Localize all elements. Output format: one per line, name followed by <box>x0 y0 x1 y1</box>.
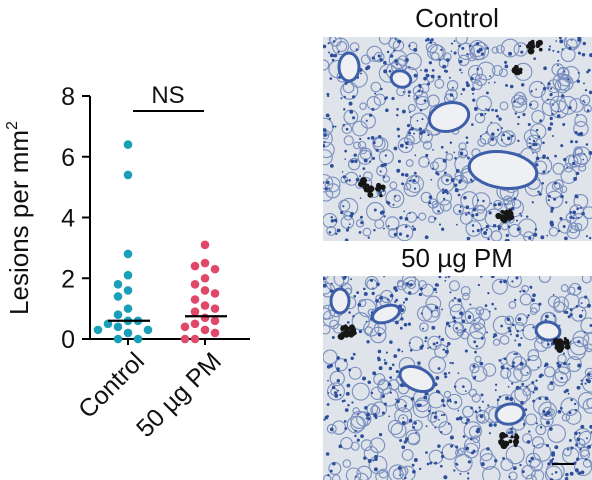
airway-lumen <box>534 320 562 342</box>
airway-lumen <box>467 150 539 190</box>
y-tick-label: 6 <box>61 144 75 172</box>
data-point <box>180 322 190 332</box>
chart-marks <box>93 140 227 344</box>
micrograph-control <box>323 37 592 241</box>
y-tick-label: 2 <box>61 265 75 293</box>
airway-lumen <box>371 303 401 325</box>
data-point <box>123 270 133 280</box>
pigment-deposit <box>525 39 543 55</box>
significance-label: NS <box>151 82 184 109</box>
data-point <box>113 322 123 332</box>
cell-nuclei <box>323 37 592 241</box>
data-point <box>190 295 200 304</box>
airway-lumen <box>337 51 361 83</box>
data-point <box>210 328 220 338</box>
pigment-deposit <box>358 177 386 198</box>
y-tick-label: 0 <box>61 326 75 354</box>
data-point <box>200 273 210 283</box>
data-point <box>210 304 220 313</box>
pigment-deposit <box>511 64 523 76</box>
data-point <box>190 319 200 329</box>
data-point <box>123 304 133 313</box>
airway-lumen <box>494 402 526 426</box>
airway-lumen <box>389 69 413 89</box>
micrograph-pm <box>323 276 592 480</box>
data-point <box>210 289 220 298</box>
pigment-deposit <box>498 432 520 450</box>
airway-lumen <box>427 101 471 133</box>
data-point <box>93 325 103 335</box>
pigment-deposit <box>495 208 515 224</box>
data-point <box>113 334 123 344</box>
data-point <box>123 286 133 295</box>
airway-lumen <box>398 364 436 394</box>
y-tick-label: 8 <box>61 83 75 111</box>
data-point <box>133 334 143 344</box>
data-point <box>180 334 190 344</box>
data-point <box>123 140 133 149</box>
pigment-deposit <box>337 324 357 340</box>
x-tick-label: 50 µg PM <box>131 347 227 443</box>
data-point <box>123 328 133 338</box>
data-point <box>200 258 210 268</box>
data-point <box>190 261 200 271</box>
data-point <box>210 316 220 326</box>
data-point <box>143 325 153 335</box>
data-point <box>190 334 200 344</box>
cell-nuclei <box>323 276 592 480</box>
y-tick-label: 4 <box>61 205 75 233</box>
data-point <box>200 325 210 335</box>
data-point <box>123 170 133 180</box>
data-point <box>113 292 123 301</box>
micrograph-title-pm: 50 µg PM <box>401 243 513 273</box>
data-point <box>113 310 123 320</box>
data-point <box>210 264 220 274</box>
data-point <box>190 307 200 316</box>
y-axis-label-text: Lesions per mm <box>4 130 34 315</box>
data-point <box>200 301 210 310</box>
y-axis-label-superscript: 2 <box>4 121 21 130</box>
data-point <box>190 280 200 289</box>
micrograph-title-control: Control <box>415 3 499 33</box>
pigment-deposit <box>552 336 571 353</box>
data-point <box>200 313 210 323</box>
x-tick-label: Control <box>73 347 150 424</box>
y-axis-label: Lesions per mm2 <box>4 121 34 315</box>
data-point <box>200 240 210 250</box>
data-point <box>113 280 123 289</box>
data-point <box>123 249 133 259</box>
data-point <box>200 286 210 295</box>
airway-lumen <box>329 287 351 315</box>
